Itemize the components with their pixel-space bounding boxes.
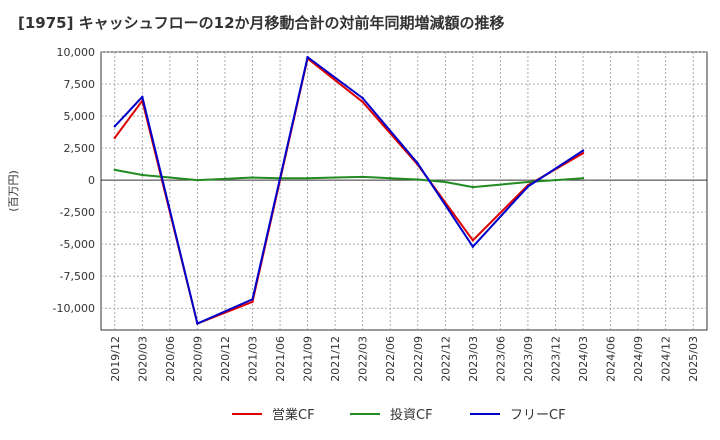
data-point	[251, 298, 254, 301]
x-tick-label: 2023/06	[494, 336, 507, 382]
x-tick-label: 2021/09	[302, 336, 315, 382]
x-tick-label: 2024/12	[660, 336, 673, 382]
data-point	[581, 152, 585, 155]
legend-label: 営業CF	[272, 407, 315, 423]
y-tick-label: 2,500	[64, 142, 96, 155]
x-tick-label: 2023/12	[550, 336, 563, 382]
y-tick-label: -7,500	[60, 270, 95, 283]
data-point	[196, 178, 199, 182]
data-point	[251, 176, 254, 179]
x-tick-label: 2024/09	[632, 336, 645, 382]
data-point	[113, 168, 116, 172]
x-tick-label: 2022/09	[412, 336, 425, 382]
data-point	[361, 175, 364, 179]
data-point	[444, 180, 447, 184]
data-point	[168, 176, 172, 179]
data-point	[223, 177, 227, 181]
y-axis-title: (百万円)	[7, 170, 20, 212]
legend-label: フリーCF	[510, 408, 566, 423]
x-tick-label: 2020/06	[164, 336, 177, 382]
data-point	[306, 176, 309, 180]
x-tick-label: 2022/03	[357, 336, 370, 382]
data-point	[113, 125, 116, 128]
data-point	[141, 173, 144, 177]
x-tick-label: 2022/06	[384, 336, 397, 382]
x-tick-label: 2020/12	[219, 336, 232, 382]
data-point	[141, 95, 144, 99]
y-tick-label: 0	[88, 174, 95, 187]
x-tick-label: 2022/12	[439, 336, 452, 382]
y-tick-label: -5,000	[60, 238, 95, 251]
x-tick-label: 2021/06	[274, 336, 287, 382]
y-tick-label: -2,500	[60, 206, 95, 219]
x-tick-label: 2020/03	[136, 336, 149, 382]
data-point	[471, 245, 475, 248]
x-tick-label: 2020/09	[191, 336, 204, 382]
y-tick-label: -10,000	[53, 302, 95, 315]
legend-label: 投資CF	[390, 407, 433, 423]
plot-area	[100, 51, 708, 331]
data-point	[333, 176, 337, 179]
data-point	[526, 185, 530, 188]
chart-title: [1975] キャッシュフローの12か月移動合計の対前年同期増減額の推移	[18, 14, 505, 32]
data-point	[499, 183, 502, 186]
data-point	[196, 322, 199, 325]
data-point	[251, 300, 254, 304]
y-tick-label: 10,000	[57, 46, 96, 59]
data-point	[471, 239, 475, 242]
series-line	[114, 168, 584, 189]
x-tick-label: 2023/03	[467, 336, 480, 382]
data-point	[471, 185, 475, 189]
y-tick-label: 7,500	[64, 78, 96, 91]
x-tick-label: 2021/12	[329, 336, 342, 382]
data-point	[306, 55, 309, 59]
x-tick-label: 2024/03	[577, 336, 590, 382]
data-point	[389, 176, 392, 180]
x-tick-label: 2024/06	[605, 336, 618, 382]
series-line	[114, 56, 584, 325]
data-point	[526, 180, 530, 184]
y-tick-label: 5,000	[64, 110, 96, 123]
data-point	[416, 162, 419, 165]
data-point	[581, 176, 585, 180]
x-tick-label: 2021/03	[247, 336, 260, 382]
data-point	[581, 149, 585, 152]
x-tick-label: 2019/12	[109, 336, 122, 382]
data-point	[416, 178, 419, 181]
x-tick-label: 2023/09	[522, 336, 535, 382]
x-tick-label: 2025/03	[687, 336, 700, 382]
data-point	[113, 136, 116, 140]
data-point	[554, 178, 557, 182]
data-point	[361, 100, 364, 104]
data-point	[361, 96, 364, 100]
